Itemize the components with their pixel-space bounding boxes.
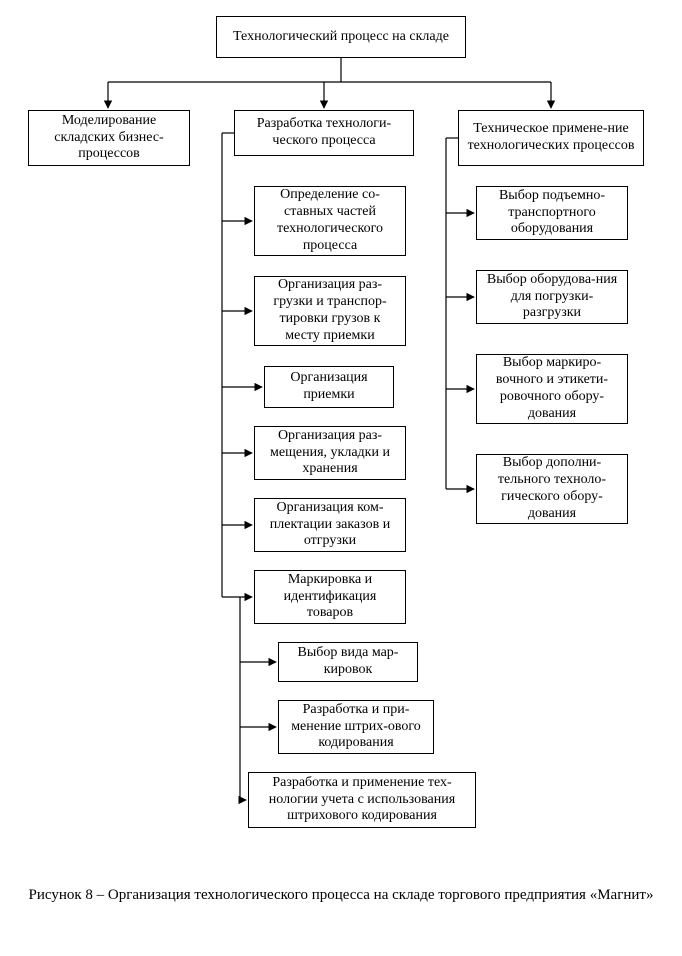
node-label: Моделирование складских бизнес-процессов (35, 113, 183, 163)
node-c262: Разработка и при-менение штрих-ового код… (278, 700, 434, 754)
node-c261: Выбор вида мар-кировок (278, 642, 418, 682)
node-label: Маркировка и идентификация товаров (261, 572, 399, 622)
node-label: Техническое примене-ние технологических … (465, 121, 637, 155)
node-label: Организация ком-плектации заказов и отгр… (261, 500, 399, 550)
node-c31: Выбор подъемно-транспортного оборудовани… (476, 186, 628, 240)
node-label: Разработка и применение тех-нологии учет… (255, 775, 469, 825)
node-b1: Моделирование складских бизнес-процессов (28, 110, 190, 166)
node-c22: Организация раз-грузки и транспор-тировк… (254, 276, 406, 346)
node-c26: Маркировка и идентификация товаров (254, 570, 406, 624)
node-label: Выбор оборудова-ния для погрузки-разгруз… (483, 272, 621, 322)
node-root: Технологический процесс на складе (216, 16, 466, 58)
node-c24: Организация раз-мещения, укладки и хране… (254, 426, 406, 480)
node-c263: Разработка и применение тех-нологии учет… (248, 772, 476, 828)
caption-text: Рисунок 8 – Организация технологического… (29, 887, 654, 903)
node-label: Организация раз-грузки и транспор-тировк… (261, 277, 399, 344)
node-b2: Разработка технологи-ческого процесса (234, 110, 414, 156)
node-label: Организация приемки (271, 370, 387, 404)
node-label: Выбор подъемно-транспортного оборудовани… (483, 188, 621, 238)
node-label: Определение со-ставных частей технологич… (261, 187, 399, 254)
node-label: Выбор дополни-тельного техноло-гического… (483, 455, 621, 522)
node-c33: Выбор маркиро-вочного и этикети-ровочног… (476, 354, 628, 424)
node-c32: Выбор оборудова-ния для погрузки-разгруз… (476, 270, 628, 324)
figure-caption: Рисунок 8 – Организация технологического… (0, 886, 682, 906)
node-c21: Определение со-ставных частей технологич… (254, 186, 406, 256)
node-label: Разработка технологи-ческого процесса (241, 116, 407, 150)
node-c25: Организация ком-плектации заказов и отгр… (254, 498, 406, 552)
node-c34: Выбор дополни-тельного техноло-гического… (476, 454, 628, 524)
node-label: Выбор маркиро-вочного и этикети-ровочног… (483, 355, 621, 422)
node-label: Технологический процесс на складе (233, 29, 449, 46)
node-label: Выбор вида мар-кировок (285, 645, 411, 679)
diagram-canvas: Технологический процесс на складе Модели… (0, 0, 682, 956)
node-label: Организация раз-мещения, укладки и хране… (261, 428, 399, 478)
node-b3: Техническое примене-ние технологических … (458, 110, 644, 166)
node-c23: Организация приемки (264, 366, 394, 408)
node-label: Разработка и при-менение штрих-ового код… (285, 702, 427, 752)
